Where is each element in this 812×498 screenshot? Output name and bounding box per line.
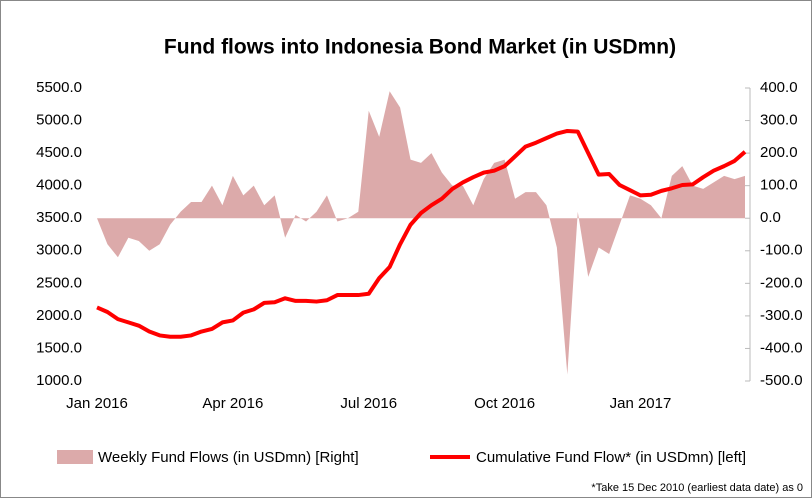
y-tick-label: 2500.0 <box>36 274 82 291</box>
x-tick-label: Jul 2016 <box>340 395 397 412</box>
legend-label: Weekly Fund Flows (in USDmn) [Right] <box>98 449 359 466</box>
y2-tick-label: -300.0 <box>760 307 803 324</box>
y2-tick-label: -200.0 <box>760 274 803 291</box>
y2-tick-label: 400.0 <box>760 79 798 96</box>
y2-tick-label: 200.0 <box>760 144 798 161</box>
line <box>96 128 747 339</box>
y2-tick-label: 100.0 <box>760 177 798 194</box>
y-tick-label: 3000.0 <box>36 242 82 259</box>
footnote: *Take 15 Dec 2010 (earliest data date) a… <box>591 482 803 494</box>
x-tick-label: Jan 2017 <box>610 395 672 412</box>
y2-tick-label: 0.0 <box>760 209 781 226</box>
y2-tick-label: -500.0 <box>760 372 803 389</box>
chart-title: Fund flows into Indonesia Bond Market (i… <box>164 36 676 59</box>
y-tick-label: 2000.0 <box>36 307 82 324</box>
y-tick-label: 1500.0 <box>36 339 82 356</box>
y-tick-label: 5000.0 <box>36 112 82 129</box>
y-tick-label: 1000.0 <box>36 372 82 389</box>
legend-swatch <box>57 450 93 464</box>
area <box>97 91 745 375</box>
y-tick-label: 4500.0 <box>36 144 82 161</box>
legend-label: Cumulative Fund Flow* (in USDmn) [left] <box>476 449 746 466</box>
y2-tick-label: 300.0 <box>760 112 798 129</box>
y2-tick-label: -400.0 <box>760 339 803 356</box>
y2-tick-label: -100.0 <box>760 242 803 259</box>
x-tick-label: Apr 2016 <box>202 395 263 412</box>
x-tick-label: Jan 2016 <box>66 395 128 412</box>
x-tick-label: Oct 2016 <box>474 395 535 412</box>
y-tick-label: 3500.0 <box>36 209 82 226</box>
y-tick-label: 4000.0 <box>36 177 82 194</box>
y-tick-label: 5500.0 <box>36 79 82 96</box>
